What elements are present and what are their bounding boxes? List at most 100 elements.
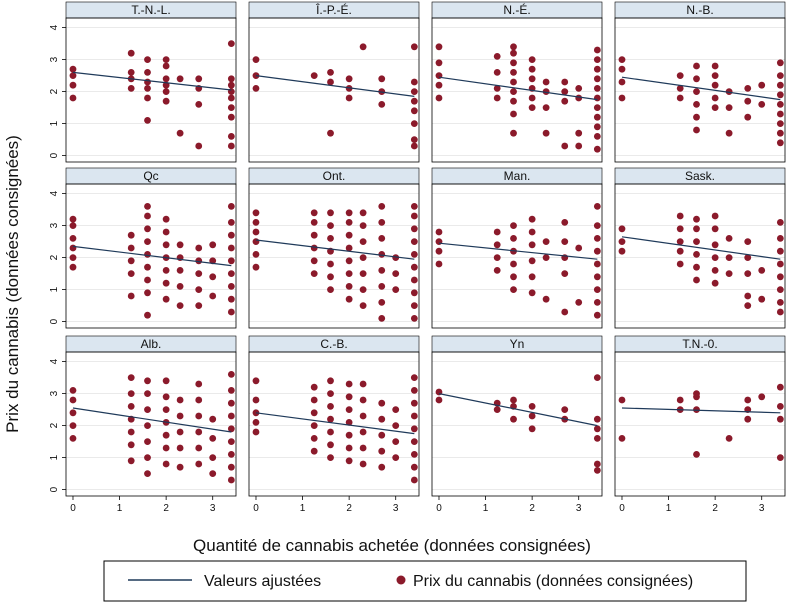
price-point (227, 283, 235, 290)
price-point (162, 228, 170, 236)
price-point (410, 43, 418, 51)
price-point (693, 215, 700, 223)
price-point (758, 101, 766, 108)
panel-title: N.-B. (686, 3, 713, 17)
price-point (744, 415, 752, 423)
price-point (593, 299, 601, 306)
panel: N.-É. (431, 1, 603, 163)
price-point (227, 75, 235, 83)
panel-title: T.-N.-L. (131, 3, 170, 17)
price-point (676, 72, 684, 79)
price-point (618, 238, 626, 246)
price-point (528, 94, 536, 102)
price-point (227, 94, 235, 102)
price-point (575, 142, 583, 150)
price-point (528, 56, 536, 63)
price-point (195, 444, 203, 452)
price-point (493, 406, 501, 413)
price-point (575, 299, 583, 306)
price-point (758, 393, 766, 401)
price-point (725, 88, 733, 95)
price-point (252, 263, 260, 271)
price-point (528, 289, 536, 297)
price-point (725, 254, 733, 261)
price-point (776, 101, 784, 108)
price-point (593, 460, 601, 468)
price-point (227, 219, 235, 226)
price-point (227, 308, 235, 316)
price-point (345, 406, 353, 413)
panel-title: Qc (143, 169, 158, 183)
price-point (435, 81, 443, 89)
price-point (144, 406, 151, 413)
price-point (542, 129, 550, 137)
price-point (542, 88, 550, 95)
price-point (252, 56, 260, 63)
price-point (252, 238, 260, 246)
price-point (310, 447, 318, 455)
price-point (510, 415, 517, 423)
price-point (618, 78, 626, 86)
price-point (345, 380, 353, 388)
price-point (69, 72, 77, 79)
price-point (327, 235, 334, 242)
panel: Man. (431, 167, 603, 329)
price-point (195, 75, 203, 83)
price-point (776, 308, 784, 316)
price-point (510, 286, 517, 293)
price-point (252, 377, 260, 385)
price-point (359, 270, 367, 277)
price-point (435, 260, 443, 268)
fitted-line (621, 407, 781, 414)
price-point (209, 273, 217, 281)
price-point (725, 104, 733, 111)
price-point (310, 270, 318, 277)
price-point (510, 43, 517, 51)
price-point (345, 94, 353, 102)
price-point (144, 56, 151, 63)
price-point (378, 431, 386, 439)
price-point (693, 263, 700, 271)
price-point (510, 88, 517, 95)
price-point (676, 238, 684, 246)
y-tick-label: 4 (49, 190, 60, 196)
price-point (410, 451, 418, 458)
price-point (127, 49, 135, 57)
price-point (593, 235, 601, 242)
price-point (435, 228, 443, 236)
price-point (410, 251, 418, 258)
price-point (209, 415, 217, 423)
price-point (195, 380, 203, 388)
price-point (359, 412, 367, 420)
panel-frame (614, 351, 786, 497)
price-point (378, 75, 386, 83)
price-point (776, 91, 784, 99)
price-point (593, 104, 601, 111)
price-point (227, 463, 235, 471)
price-point (410, 463, 418, 471)
price-point (593, 203, 601, 210)
price-point (327, 415, 334, 423)
price-point (310, 257, 318, 265)
price-point (711, 212, 719, 220)
panel-title: Man. (504, 169, 531, 183)
panel-frame (248, 351, 420, 497)
price-point (711, 72, 719, 79)
price-point (711, 81, 719, 89)
panel: C.-B. 0 1 2 3 (248, 335, 420, 514)
price-point (410, 399, 418, 407)
price-point (693, 238, 700, 246)
price-point (69, 94, 77, 102)
price-point (144, 117, 151, 124)
panel: Î.-P.-É. (248, 1, 420, 163)
y-tick-label: 2 (49, 88, 60, 94)
price-point (327, 260, 334, 268)
price-point (176, 428, 184, 436)
price-point (176, 444, 184, 452)
price-point (758, 295, 766, 303)
price-point (410, 425, 418, 433)
price-point (410, 387, 418, 394)
panel-title: Sask. (685, 169, 715, 183)
price-point (252, 396, 260, 404)
price-point (209, 241, 217, 249)
